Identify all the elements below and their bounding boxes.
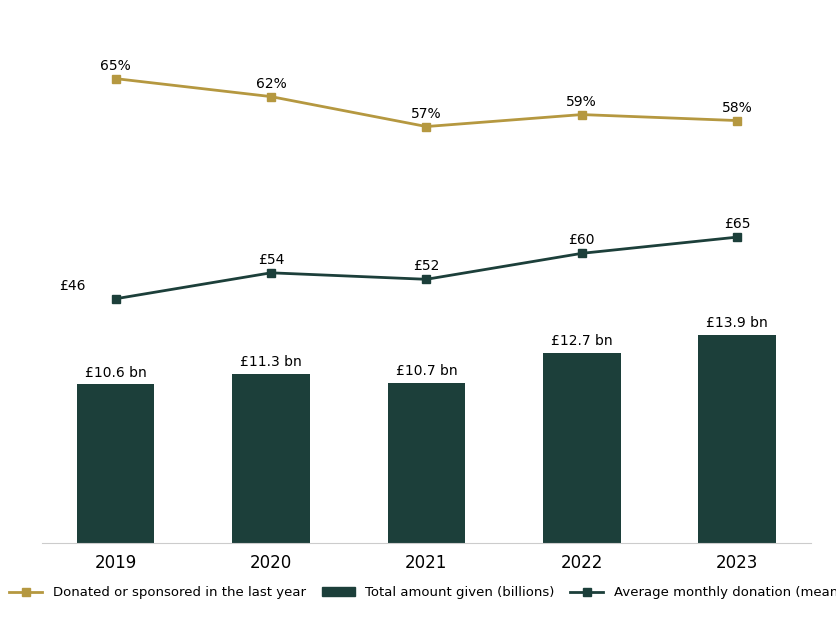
Bar [543, 353, 620, 543]
Text: £11.3 bn: £11.3 bn [240, 355, 302, 369]
Text: £54: £54 [257, 253, 284, 267]
Legend: Donated or sponsored in the last year, Total amount given (billions), Average mo: Donated or sponsored in the last year, T… [4, 581, 836, 605]
Bar [698, 334, 776, 543]
Text: £10.6 bn: £10.6 bn [84, 366, 146, 379]
Text: £65: £65 [724, 217, 751, 231]
Text: £46: £46 [59, 279, 85, 293]
Text: £60: £60 [568, 233, 595, 247]
Bar [77, 384, 155, 543]
Text: £12.7 bn: £12.7 bn [551, 334, 613, 348]
Text: 57%: 57% [411, 107, 441, 120]
Text: 59%: 59% [566, 95, 597, 109]
Text: 65%: 65% [100, 59, 131, 72]
Text: £13.9 bn: £13.9 bn [706, 316, 768, 330]
Text: £52: £52 [413, 260, 440, 273]
Text: 62%: 62% [256, 77, 287, 90]
Text: £10.7 bn: £10.7 bn [395, 364, 457, 378]
Bar [388, 383, 465, 543]
Text: 58%: 58% [721, 100, 752, 115]
Bar [232, 374, 310, 543]
